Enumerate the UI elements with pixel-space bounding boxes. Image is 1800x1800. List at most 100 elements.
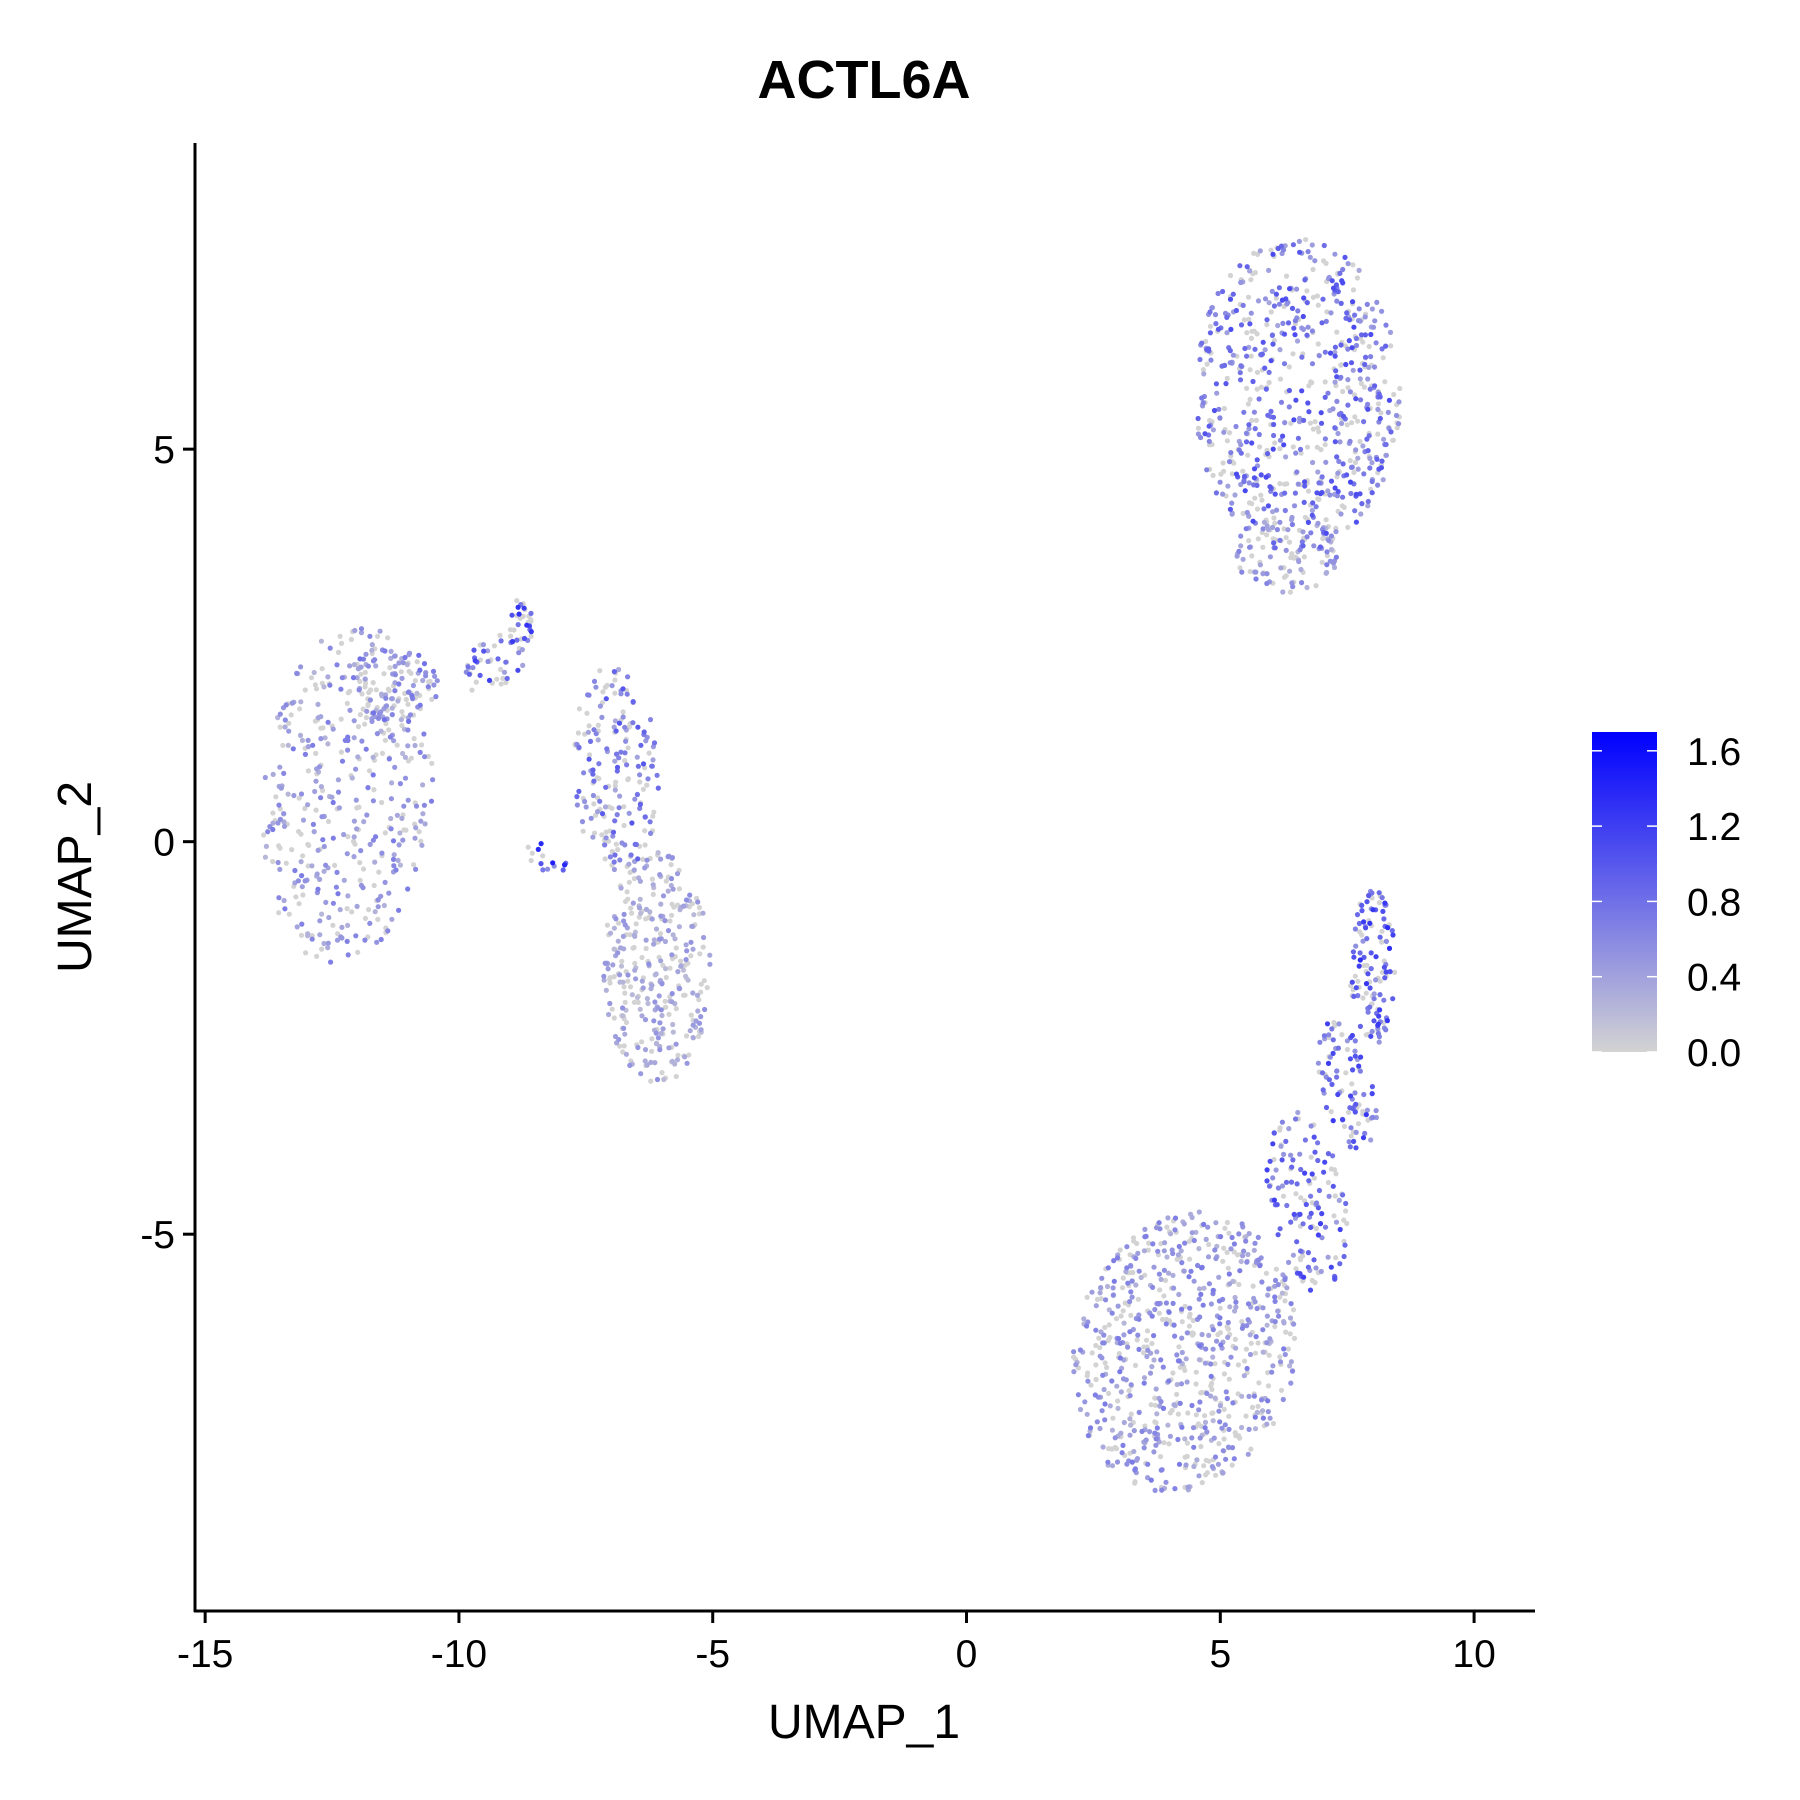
data-point <box>649 916 655 922</box>
data-point <box>405 743 411 749</box>
data-point <box>1238 322 1245 328</box>
data-point <box>389 696 395 702</box>
data-point <box>1342 1242 1348 1248</box>
data-point <box>1134 1337 1140 1343</box>
data-point <box>313 750 319 757</box>
data-point <box>1210 1354 1216 1360</box>
data-point <box>430 668 437 675</box>
data-point <box>347 663 353 669</box>
data-point <box>1261 519 1267 525</box>
data-point <box>396 907 402 913</box>
data-point <box>1287 589 1293 595</box>
data-point <box>1198 1390 1204 1396</box>
data-point <box>1341 1253 1347 1260</box>
data-point <box>1148 1477 1154 1483</box>
data-point <box>1242 488 1248 494</box>
data-point <box>293 894 299 900</box>
data-point <box>1322 436 1328 442</box>
data-point <box>1358 332 1365 338</box>
data-point <box>339 758 346 764</box>
data-point <box>1353 335 1359 342</box>
data-point <box>1270 524 1276 531</box>
data-point <box>281 897 287 904</box>
data-point <box>1280 1193 1287 1199</box>
data-point <box>1245 401 1251 407</box>
data-point <box>383 721 389 727</box>
data-point <box>1273 1167 1279 1173</box>
data-point <box>1118 1430 1124 1436</box>
data-point <box>612 787 618 793</box>
data-point <box>620 979 626 985</box>
data-point <box>1109 1310 1115 1316</box>
data-point <box>1237 565 1243 571</box>
data-point <box>1364 936 1370 942</box>
data-point <box>1153 1386 1159 1392</box>
data-point <box>1272 1294 1278 1300</box>
data-point <box>1355 455 1361 461</box>
data-point <box>602 856 608 862</box>
data-point <box>1170 1370 1176 1376</box>
data-point <box>1356 267 1362 273</box>
data-point <box>400 837 406 843</box>
data-point <box>379 799 385 806</box>
data-point <box>1313 504 1319 510</box>
data-point <box>1349 979 1355 985</box>
data-point <box>392 672 398 678</box>
data-point <box>356 804 362 810</box>
data-point <box>612 677 618 683</box>
data-point <box>1390 996 1396 1002</box>
data-point <box>1311 1134 1317 1140</box>
data-point <box>1094 1419 1100 1425</box>
data-point <box>659 1070 665 1076</box>
data-point <box>1345 385 1351 391</box>
data-point <box>1369 460 1375 466</box>
data-point <box>665 888 671 894</box>
data-point <box>300 817 307 823</box>
data-point <box>1109 1446 1115 1452</box>
data-point <box>625 777 631 783</box>
data-point <box>645 1000 651 1007</box>
data-point <box>1309 328 1315 334</box>
data-point <box>1297 415 1303 421</box>
data-point <box>1330 1153 1336 1159</box>
data-point <box>1365 376 1371 382</box>
data-point <box>1205 1224 1211 1230</box>
data-point <box>1299 354 1305 360</box>
data-point <box>673 1073 679 1080</box>
data-point <box>1300 313 1306 320</box>
data-point <box>658 913 664 919</box>
data-point <box>638 742 644 748</box>
data-point <box>351 718 357 724</box>
data-point <box>1214 1338 1220 1344</box>
data-point <box>1228 1246 1234 1252</box>
data-point <box>667 965 673 971</box>
data-point <box>1275 322 1281 329</box>
data-point <box>1109 1378 1115 1384</box>
data-point <box>1154 1349 1160 1355</box>
data-point <box>335 891 341 897</box>
data-point <box>1199 1331 1205 1338</box>
data-point <box>1251 466 1258 472</box>
data-point <box>1135 1296 1141 1302</box>
data-point <box>1341 504 1347 510</box>
data-point <box>1297 1271 1303 1277</box>
data-point <box>389 712 395 718</box>
data-point <box>1199 1265 1205 1271</box>
data-point <box>607 975 613 981</box>
data-point <box>1352 414 1358 420</box>
data-point <box>1287 286 1293 292</box>
data-point <box>1105 1265 1111 1271</box>
data-point <box>1164 1254 1170 1260</box>
data-point <box>1288 1301 1294 1307</box>
data-point <box>1097 1425 1103 1432</box>
data-point <box>417 702 423 708</box>
data-point <box>1220 1258 1226 1264</box>
data-point <box>1125 1280 1131 1286</box>
data-point <box>1383 322 1389 328</box>
data-point <box>425 753 431 760</box>
data-point <box>1264 532 1270 538</box>
data-point <box>1335 1045 1341 1051</box>
data-point <box>1286 1259 1292 1265</box>
data-point <box>1272 520 1278 526</box>
data-point <box>1243 430 1250 436</box>
